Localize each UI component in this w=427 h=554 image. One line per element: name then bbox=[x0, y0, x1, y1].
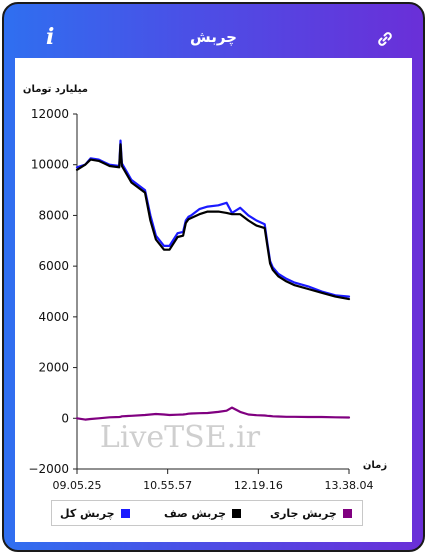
y-tick-label: 0 bbox=[61, 411, 69, 425]
y-tick-label: 4000 bbox=[38, 310, 69, 324]
legend-swatch bbox=[120, 509, 130, 518]
legend-swatch bbox=[232, 509, 242, 518]
info-icon[interactable]: i bbox=[46, 24, 55, 50]
x-tick-label: 13.38.04 bbox=[325, 479, 374, 492]
legend-item-current[interactable]: چربش جاری bbox=[270, 507, 352, 520]
series-line-current bbox=[75, 406, 351, 421]
y-axis-label: میلیارد تومان bbox=[23, 84, 88, 95]
y-tick-label: −2000 bbox=[28, 462, 69, 476]
y-tick-label: 10000 bbox=[31, 158, 69, 172]
x-tick-label: 10.55.57 bbox=[143, 479, 192, 492]
header-bar: i چربش bbox=[4, 4, 423, 58]
y-tick-label: 2000 bbox=[38, 361, 69, 375]
legend-label: چربش صف bbox=[164, 507, 227, 520]
chart-panel bbox=[15, 58, 412, 542]
series-line-total bbox=[75, 139, 351, 298]
y-tick-label: 6000 bbox=[38, 259, 69, 273]
y-tick-label: 8000 bbox=[38, 208, 69, 222]
x-tick-label: 12.19.16 bbox=[234, 479, 283, 492]
series-line-queue bbox=[75, 143, 351, 301]
axes: −2000 0 2000 4000 6000 8000 10000 12000 09.05.25… bbox=[28, 107, 373, 492]
link-icon[interactable] bbox=[377, 31, 393, 47]
series-layer bbox=[75, 139, 351, 421]
legend-label: چربش کل bbox=[60, 507, 115, 520]
legend-item-queue[interactable]: چربش صف bbox=[164, 507, 242, 520]
legend-swatch bbox=[342, 509, 352, 518]
watermark: LiveTSE.ir bbox=[100, 420, 261, 455]
x-axis-label: زمان bbox=[363, 460, 387, 471]
legend: چربش کل چربش صف چربش جاری bbox=[51, 500, 363, 526]
x-tick-label: 09.05.25 bbox=[53, 479, 102, 492]
legend-label: چربش جاری bbox=[270, 507, 337, 520]
legend-item-total[interactable]: چربش کل bbox=[60, 507, 130, 520]
y-tick-label: 12000 bbox=[31, 107, 69, 121]
page-title: چربش bbox=[190, 28, 237, 46]
